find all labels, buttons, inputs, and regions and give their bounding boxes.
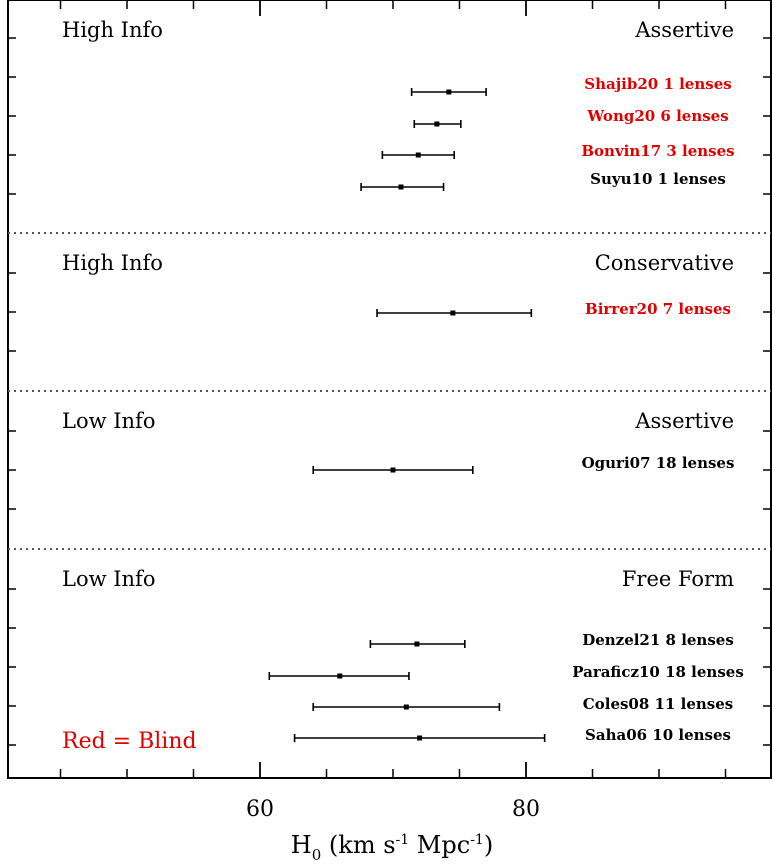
x-tick-label: 60 (246, 797, 274, 822)
panel-info-label: Low Info (62, 567, 155, 591)
study-label: Denzel21 8 lenses (582, 631, 734, 649)
study-label: Birrer20 7 lenses (585, 300, 731, 318)
x-axis-title-text: Mpc (409, 831, 470, 859)
data-point-marker (398, 184, 404, 190)
panel-info-label: High Info (62, 18, 163, 42)
data-point-marker (434, 121, 440, 127)
panel-style-label: Conservative (595, 251, 734, 275)
study-label: Shajib20 1 lenses (584, 75, 731, 93)
x-axis-title: H0 (km s-1 Mpc-1) (291, 831, 493, 864)
blind-legend-note: Red = Blind (62, 729, 197, 754)
panel-style-label: Assertive (634, 409, 734, 433)
plot-frame (7, 0, 772, 779)
study-label: Wong20 6 lenses (586, 107, 728, 125)
study-label: Oguri07 18 lenses (582, 454, 735, 472)
x-axis-title-subscript: 0 (312, 846, 322, 864)
x-tick-label: 80 (512, 797, 540, 822)
study-label: Bonvin17 3 lenses (581, 142, 734, 160)
data-point-marker (337, 673, 343, 679)
study-label: Suyu10 1 lenses (590, 170, 726, 188)
x-axis-title-text: (km s (321, 831, 395, 859)
panel-style-label: Free Form (622, 567, 734, 591)
data-point-marker (446, 89, 452, 95)
data-point-marker (415, 152, 421, 158)
panel-style-label: Assertive (634, 18, 734, 42)
x-axis-title-text: H (291, 831, 312, 859)
study-label: Coles08 11 lenses (583, 695, 733, 713)
study-label: Paraficz10 18 lenses (572, 663, 744, 681)
data-point-marker (414, 641, 420, 647)
data-point-marker (417, 735, 423, 741)
panel-info-label: High Info (62, 251, 163, 275)
data-point-marker (403, 704, 409, 710)
data-point-marker (390, 467, 396, 473)
x-axis-title-superscript: -1 (470, 832, 484, 848)
x-axis-title-text: ) (484, 831, 493, 859)
panel-info-label: Low Info (62, 409, 155, 433)
x-axis-title-superscript: -1 (396, 832, 410, 848)
data-point-marker (450, 310, 456, 316)
study-label: Saha06 10 lenses (585, 726, 731, 744)
